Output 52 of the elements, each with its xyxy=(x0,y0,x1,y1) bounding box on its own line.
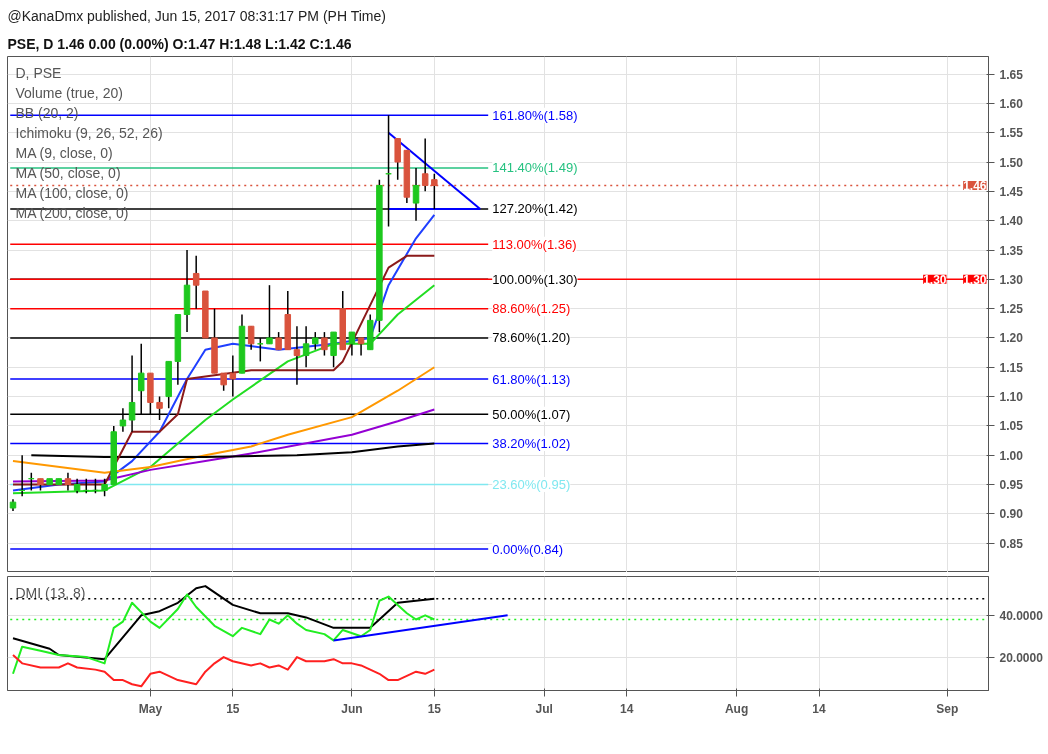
ref-line-label: 141.40%(1.49) xyxy=(492,160,578,176)
x-tick-label: Jun xyxy=(341,701,363,716)
y-tick-label: 1.20 xyxy=(999,331,1024,346)
annotation: 1.30 xyxy=(963,272,987,287)
y-tick-label: 1.35 xyxy=(999,243,1024,258)
y-tick-label: 20.0000 xyxy=(999,650,1044,665)
ref-line-label: 61.80%(1.13) xyxy=(492,371,571,387)
ref-line-label: 161.80%(1.58) xyxy=(492,107,578,123)
y-tick-label: 1.00 xyxy=(999,448,1024,463)
y-tick-label: 1.40 xyxy=(999,214,1024,229)
ref-line-label: 38.20%(1.02) xyxy=(492,436,571,451)
y-tick-label: 1.65 xyxy=(999,67,1024,82)
x-tick-label: Aug xyxy=(724,701,749,716)
y-tick-label: 0.95 xyxy=(999,478,1024,493)
y-tick-label: 1.25 xyxy=(999,302,1024,317)
annotation: D, PSE xyxy=(15,64,62,81)
x-tick-label: May xyxy=(138,701,163,716)
x-tick-label: 15 xyxy=(226,701,240,716)
annotation: Volume (true, 20) xyxy=(15,84,123,101)
annotation: 1.46 xyxy=(963,179,987,193)
y-tick-label: 1.10 xyxy=(999,390,1024,405)
y-tick-label: 0.90 xyxy=(999,507,1024,522)
annotation: MA (50, close, 0) xyxy=(15,164,121,181)
ref-line-label: 127.20%(1.42) xyxy=(492,201,578,217)
chart-subtitle: PSE, D 1.46 0.00 (0.00%) O:1.47 H:1.48 L:1.42 C:1.46 xyxy=(7,35,352,52)
y-tick-label: 1.05 xyxy=(999,419,1024,434)
chart-title: @KanaDmx published, Jun 15, 2017 08:31:17 PM (PH Time) xyxy=(7,7,386,24)
y-tick-label: 1.60 xyxy=(999,96,1024,111)
ref-line-label: 113.00%(1.36) xyxy=(492,236,577,252)
annotation: Ichimoku (9, 26, 52, 26) xyxy=(15,124,163,141)
x-tick-label: Sep xyxy=(936,701,959,716)
ref-line-label: 0.00%(0.84) xyxy=(492,541,564,557)
y-tick-label: 1.45 xyxy=(999,184,1024,199)
annotation: MA (100, close, 0) xyxy=(15,184,129,201)
ref-line-label: 23.60%(0.95) xyxy=(492,477,571,493)
text: DMI (13, 8) xyxy=(15,584,86,601)
y-tick-label: 1.15 xyxy=(999,360,1024,375)
ref-line-label: 100.00%(1.30) xyxy=(492,271,578,287)
ref-line-label: 88.60%(1.25) xyxy=(492,301,571,317)
ref-line-label: 50.00%(1.07) xyxy=(492,406,571,422)
y-tick-label: 1.55 xyxy=(999,126,1024,141)
y-tick-label: 40.0000 xyxy=(999,608,1044,623)
y-tick-label: 0.85 xyxy=(999,536,1024,551)
x-tick-label: Jul xyxy=(535,701,553,716)
y-tick-label: 1.50 xyxy=(999,155,1024,170)
x-tick-label: 14 xyxy=(812,701,827,716)
x-tick-label: 15 xyxy=(427,701,442,716)
y-tick-label: 1.30 xyxy=(999,272,1024,287)
annotation: 1.30 xyxy=(923,272,947,287)
x-tick-label: 14 xyxy=(620,701,634,716)
annotation: MA (9, close, 0) xyxy=(15,144,113,161)
ref-line-label: 78.60%(1.20) xyxy=(492,330,571,346)
